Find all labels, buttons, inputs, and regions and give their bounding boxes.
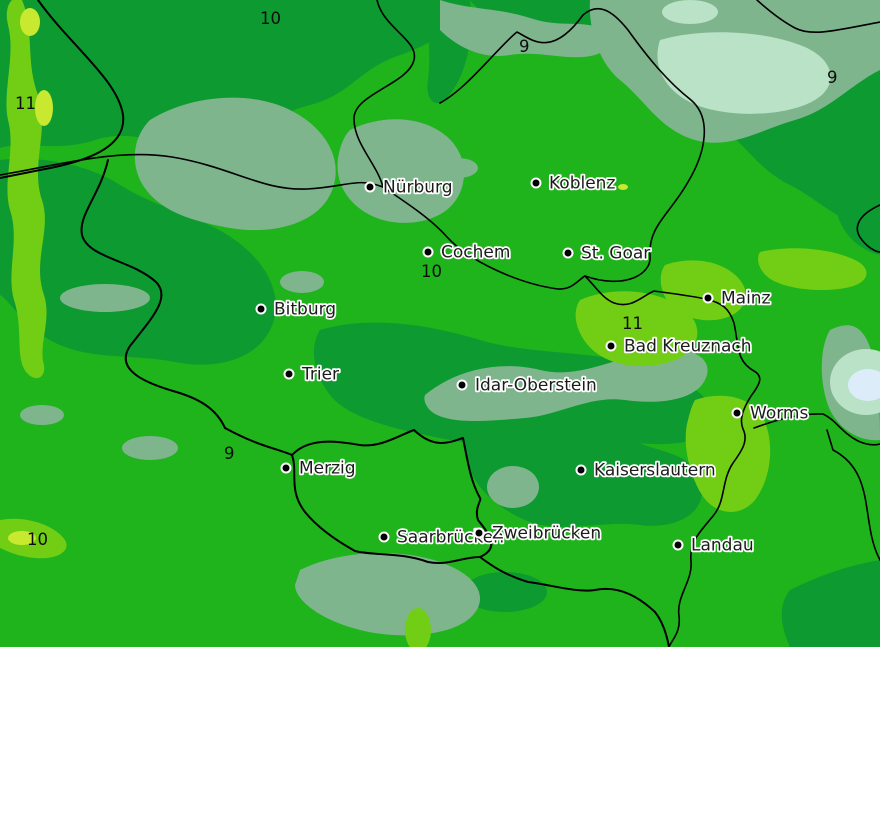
city-label: Worms <box>750 404 808 424</box>
terrain-dark-green <box>0 0 880 647</box>
city-marker-merzig: Merzig <box>280 457 357 480</box>
footer: Temperatur in 2m (in °C) Modell: ICON-D2… <box>0 647 880 830</box>
city-dot <box>605 340 617 352</box>
city-label: Bad Kreuznach <box>624 337 752 357</box>
city-dot <box>364 181 376 193</box>
temperature-value: 11 <box>622 314 643 333</box>
city-markers: Nürburg Koblenz Cochem St. Goar Bitburg Mainz… <box>255 172 810 557</box>
city-label: Nürburg <box>383 178 453 198</box>
city-dot <box>575 464 587 476</box>
temperature-labels: 10 9 9 11 10 11 9 10 <box>15 9 838 549</box>
terrain-pale-blue <box>848 369 880 401</box>
city-marker-idar-oberstein: Idar-Oberstein <box>456 374 599 397</box>
city-dot <box>280 462 292 474</box>
city-label: Bitburg <box>274 300 336 320</box>
city-marker-st-goar: St. Goar <box>562 242 652 265</box>
city-dot <box>255 303 267 315</box>
temperature-value: 10 <box>27 530 48 549</box>
map-borders <box>0 0 880 647</box>
city-dot <box>530 177 542 189</box>
city-dot <box>378 531 390 543</box>
terrain-yellow-green <box>0 0 867 647</box>
city-marker-saarbr-cken: Saarbrücken <box>378 526 506 549</box>
city-marker-koblenz: Koblenz <box>530 172 617 195</box>
city-marker-mainz: Mainz <box>702 287 772 310</box>
city-dot <box>731 407 743 419</box>
city-label: Saarbrücken <box>397 528 504 548</box>
temperature-value: 11 <box>15 94 36 113</box>
city-marker-bad-kreuznach: Bad Kreuznach <box>605 335 753 358</box>
city-label: Cochem <box>441 243 510 263</box>
temperature-value: 9 <box>519 37 530 56</box>
temperature-value: 10 <box>421 262 442 281</box>
city-marker-bitburg: Bitburg <box>255 298 338 321</box>
city-label: Trier <box>301 365 339 385</box>
city-marker-zweibr-cken: Zweibrücken <box>473 522 603 545</box>
temperature-map: 10 9 9 11 10 11 9 10 Nürburg Koblenz Cochem St. Go… <box>0 0 880 647</box>
temperature-value: 9 <box>827 68 838 87</box>
city-label: Idar-Oberstein <box>475 376 597 396</box>
city-marker-kaiserslautern: Kaiserslautern <box>575 459 717 482</box>
city-dot <box>283 368 295 380</box>
city-label: Mainz <box>721 289 771 309</box>
city-marker-landau: Landau <box>672 534 755 557</box>
city-marker-worms: Worms <box>731 402 810 425</box>
city-label: St. Goar <box>581 244 650 264</box>
temperature-value: 9 <box>224 444 235 463</box>
city-label: Landau <box>691 536 754 556</box>
city-marker-cochem: Cochem <box>422 241 512 264</box>
city-label: Kaiserslautern <box>594 461 716 481</box>
city-marker-n-rburg: Nürburg <box>364 176 454 199</box>
city-dot <box>422 246 434 258</box>
city-dot <box>672 539 684 551</box>
city-dot <box>456 379 468 391</box>
city-dot <box>473 527 485 539</box>
city-label: Koblenz <box>549 174 615 194</box>
temperature-value: 10 <box>260 9 281 28</box>
city-dot <box>702 292 714 304</box>
city-marker-trier: Trier <box>283 363 341 386</box>
city-label: Zweibrücken <box>492 524 601 544</box>
city-label: Merzig <box>299 459 356 479</box>
city-dot <box>562 247 574 259</box>
